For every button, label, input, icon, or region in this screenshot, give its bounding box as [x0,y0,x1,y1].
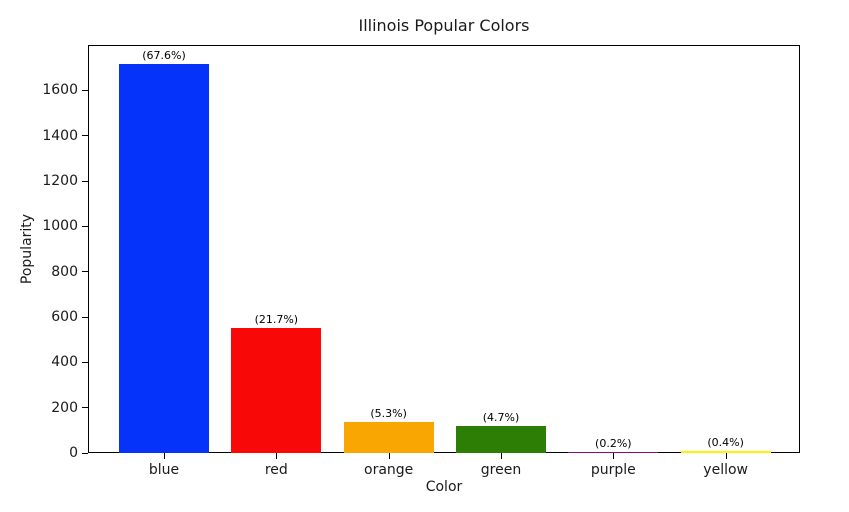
y-tick-mark [82,271,88,273]
x-tick-mark [500,453,502,459]
bar-percentage-label: (5.3%) [370,407,407,421]
x-tick-mark [276,453,278,459]
y-tick-mark [82,180,88,182]
y-tick-label: 800 [51,263,78,280]
y-tick-label: 1400 [42,127,78,144]
y-tick-label: 600 [51,309,78,325]
bar-percentage-label: (0.2%) [595,436,632,450]
bar-percentage-label: (21.7%) [254,313,299,327]
y-tick-label: 1600 [42,82,78,99]
x-tick-mark [164,453,165,459]
chart-title: Illinois Popular Colors [358,16,530,35]
y-tick-label: 400 [51,354,78,371]
bar-yellow [680,450,771,453]
y-tick-label: 0 [69,445,78,461]
y-tick-label: 1200 [42,173,78,189]
bar-percentage-label: (67.6%) [142,49,186,63]
x-axis-label: Color [425,479,463,495]
y-tick-mark [82,316,88,318]
y-tick-mark [82,361,88,363]
y-tick-mark [82,135,88,137]
y-tick-mark [82,225,88,227]
bar-red [231,328,322,453]
x-tick-mark [613,453,615,459]
y-tick-mark [82,452,88,454]
bar-blue [119,64,209,453]
bar-green [455,425,546,453]
bar-percentage-label: (4.7%) [482,410,520,424]
y-tick-mark [82,407,88,409]
y-tick-label: 1000 [42,218,78,235]
x-tick-label-yellow: yellow [703,462,748,478]
y-axis-label: Popularity [19,213,35,285]
x-tick-label-orange: orange [364,462,414,478]
x-tick-label-purple: purple [590,462,636,478]
y-tick-label: 200 [51,399,78,416]
bar-purple [568,451,659,453]
bar-orange [343,422,434,453]
bar-percentage-label: (0.4%) [707,435,744,449]
x-tick-mark [388,453,390,459]
x-tick-label-green: green [480,462,522,478]
y-tick-mark [82,89,88,91]
x-tick-label-blue: blue [148,462,180,478]
x-tick-label-red: red [264,462,288,478]
x-tick-mark [725,453,727,459]
